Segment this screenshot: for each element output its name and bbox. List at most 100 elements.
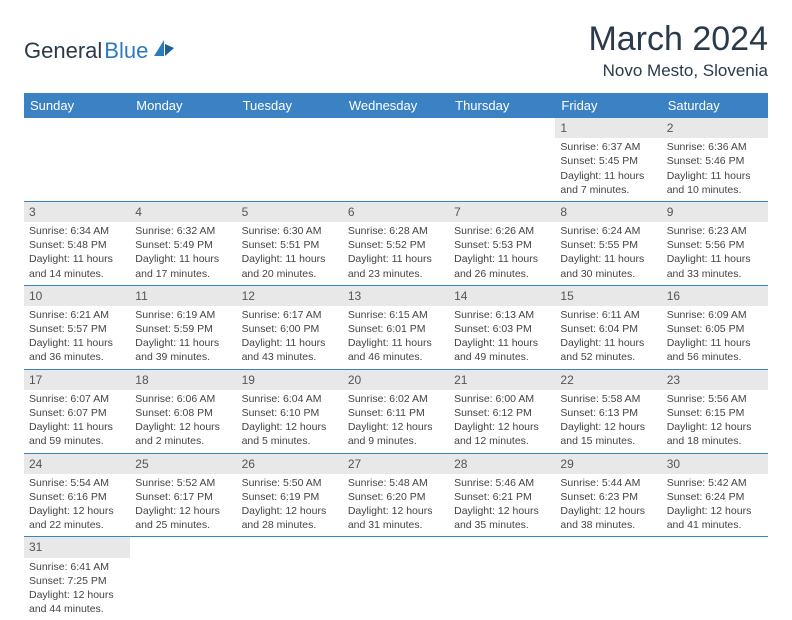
calendar-day-cell [130,537,236,620]
day-number: 4 [130,202,236,222]
sunset-text: Sunset: 6:10 PM [242,406,338,420]
sunset-text: Sunset: 5:52 PM [348,238,444,252]
sunset-text: Sunset: 6:20 PM [348,490,444,504]
daylight-text: Daylight: 12 hours [667,504,763,518]
daylight-text: Daylight: 12 hours [454,504,550,518]
sunrise-text: Sunrise: 6:23 AM [667,224,763,238]
daylight-text: and 39 minutes. [135,350,231,364]
calendar-day-cell: 24Sunrise: 5:54 AMSunset: 6:16 PMDayligh… [24,453,130,537]
sunset-text: Sunset: 6:15 PM [667,406,763,420]
day-number: 8 [555,202,661,222]
calendar-day-cell: 10Sunrise: 6:21 AMSunset: 5:57 PMDayligh… [24,285,130,369]
calendar-day-cell [449,118,555,201]
day-number: 2 [662,118,768,138]
day-number: 21 [449,370,555,390]
daylight-text: Daylight: 12 hours [135,420,231,434]
header: GeneralBlue March 2024 Novo Mesto, Slove… [24,20,768,81]
calendar-week-row: 10Sunrise: 6:21 AMSunset: 5:57 PMDayligh… [24,285,768,369]
calendar-day-cell [343,537,449,620]
sunrise-text: Sunrise: 5:58 AM [560,392,656,406]
daylight-text: Daylight: 11 hours [29,252,125,266]
calendar-day-cell: 21Sunrise: 6:00 AMSunset: 6:12 PMDayligh… [449,369,555,453]
day-number: 20 [343,370,449,390]
daylight-text: Daylight: 11 hours [135,336,231,350]
sunrise-text: Sunrise: 5:44 AM [560,476,656,490]
day-number: 3 [24,202,130,222]
daylight-text: Daylight: 12 hours [242,504,338,518]
sunset-text: Sunset: 5:46 PM [667,154,763,168]
daylight-text: and 43 minutes. [242,350,338,364]
day-number: 17 [24,370,130,390]
sail-icon [152,38,176,64]
day-number: 10 [24,286,130,306]
day-number: 24 [24,454,130,474]
day-number: 15 [555,286,661,306]
calendar-day-cell [237,118,343,201]
sunrise-text: Sunrise: 6:07 AM [29,392,125,406]
daylight-text: Daylight: 11 hours [348,336,444,350]
month-title: March 2024 [588,20,768,59]
daylight-text: Daylight: 12 hours [29,504,125,518]
calendar-week-row: 3Sunrise: 6:34 AMSunset: 5:48 PMDaylight… [24,201,768,285]
daylight-text: and 36 minutes. [29,350,125,364]
daylight-text: and 12 minutes. [454,434,550,448]
day-number: 18 [130,370,236,390]
day-number: 13 [343,286,449,306]
calendar-day-cell [343,118,449,201]
day-number: 9 [662,202,768,222]
daylight-text: and 9 minutes. [348,434,444,448]
daylight-text: and 35 minutes. [454,518,550,532]
calendar-table: Sunday Monday Tuesday Wednesday Thursday… [24,93,768,620]
day-number: 7 [449,202,555,222]
daylight-text: and 20 minutes. [242,267,338,281]
calendar-day-cell: 31Sunrise: 6:41 AMSunset: 7:25 PMDayligh… [24,537,130,620]
daylight-text: Daylight: 12 hours [135,504,231,518]
sunrise-text: Sunrise: 6:17 AM [242,308,338,322]
sunrise-text: Sunrise: 6:11 AM [560,308,656,322]
daylight-text: and 56 minutes. [667,350,763,364]
calendar-day-cell [130,118,236,201]
logo: GeneralBlue [24,38,176,64]
daylight-text: and 22 minutes. [29,518,125,532]
daylight-text: Daylight: 12 hours [348,420,444,434]
day-number: 26 [237,454,343,474]
calendar-day-cell: 14Sunrise: 6:13 AMSunset: 6:03 PMDayligh… [449,285,555,369]
daylight-text: and 17 minutes. [135,267,231,281]
calendar-day-cell: 9Sunrise: 6:23 AMSunset: 5:56 PMDaylight… [662,201,768,285]
sunset-text: Sunset: 6:01 PM [348,322,444,336]
sunset-text: Sunset: 6:05 PM [667,322,763,336]
sunrise-text: Sunrise: 6:26 AM [454,224,550,238]
logo-text-blue: Blue [104,38,148,64]
sunrise-text: Sunrise: 5:56 AM [667,392,763,406]
calendar-day-cell: 16Sunrise: 6:09 AMSunset: 6:05 PMDayligh… [662,285,768,369]
daylight-text: and 59 minutes. [29,434,125,448]
calendar-day-cell [237,537,343,620]
sunrise-text: Sunrise: 5:54 AM [29,476,125,490]
calendar-day-cell [662,537,768,620]
sunset-text: Sunset: 6:23 PM [560,490,656,504]
sunrise-text: Sunrise: 6:34 AM [29,224,125,238]
sunset-text: Sunset: 6:07 PM [29,406,125,420]
sunset-text: Sunset: 5:59 PM [135,322,231,336]
weekday-header-row: Sunday Monday Tuesday Wednesday Thursday… [24,93,768,118]
daylight-text: Daylight: 11 hours [667,336,763,350]
calendar-day-cell: 15Sunrise: 6:11 AMSunset: 6:04 PMDayligh… [555,285,661,369]
sunset-text: Sunset: 6:11 PM [348,406,444,420]
daylight-text: and 46 minutes. [348,350,444,364]
calendar-day-cell: 11Sunrise: 6:19 AMSunset: 5:59 PMDayligh… [130,285,236,369]
calendar-day-cell: 30Sunrise: 5:42 AMSunset: 6:24 PMDayligh… [662,453,768,537]
sunrise-text: Sunrise: 6:13 AM [454,308,550,322]
calendar-day-cell: 18Sunrise: 6:06 AMSunset: 6:08 PMDayligh… [130,369,236,453]
sunset-text: Sunset: 5:45 PM [560,154,656,168]
calendar-day-cell: 29Sunrise: 5:44 AMSunset: 6:23 PMDayligh… [555,453,661,537]
sunset-text: Sunset: 6:17 PM [135,490,231,504]
sunrise-text: Sunrise: 6:37 AM [560,140,656,154]
calendar-day-cell: 6Sunrise: 6:28 AMSunset: 5:52 PMDaylight… [343,201,449,285]
sunrise-text: Sunrise: 6:00 AM [454,392,550,406]
daylight-text: Daylight: 12 hours [667,420,763,434]
title-block: March 2024 Novo Mesto, Slovenia [588,20,768,81]
daylight-text: and 44 minutes. [29,602,125,616]
daylight-text: Daylight: 12 hours [29,588,125,602]
calendar-day-cell [449,537,555,620]
daylight-text: Daylight: 11 hours [135,252,231,266]
